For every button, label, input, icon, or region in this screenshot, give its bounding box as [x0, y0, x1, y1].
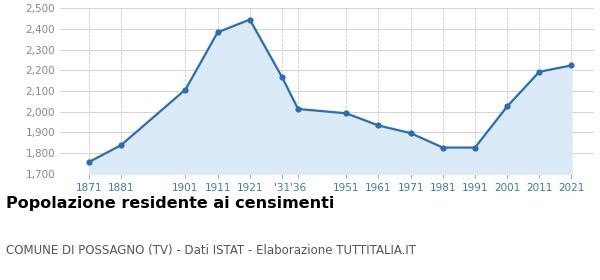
Text: Popolazione residente ai censimenti: Popolazione residente ai censimenti: [6, 196, 334, 211]
Point: [374, 123, 383, 128]
Point: [213, 30, 223, 35]
Point: [502, 104, 512, 109]
Point: [84, 160, 94, 164]
Text: COMUNE DI POSSAGNO (TV) - Dati ISTAT - Elaborazione TUTTITALIA.IT: COMUNE DI POSSAGNO (TV) - Dati ISTAT - E…: [6, 244, 416, 256]
Point: [341, 111, 351, 116]
Point: [566, 63, 576, 68]
Point: [245, 17, 254, 22]
Point: [535, 69, 544, 74]
Point: [406, 131, 415, 135]
Point: [277, 75, 287, 79]
Point: [181, 87, 190, 92]
Point: [470, 145, 480, 150]
Point: [438, 145, 448, 150]
Point: [116, 143, 126, 147]
Point: [293, 107, 303, 111]
